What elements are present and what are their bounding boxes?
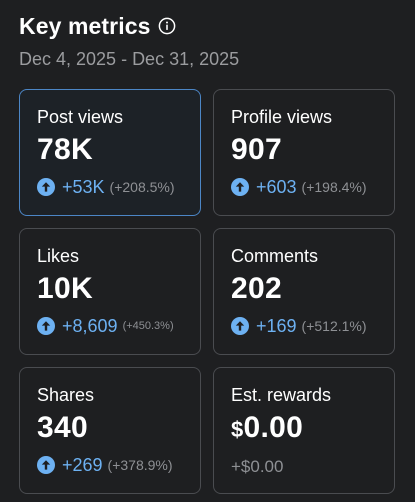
metric-delta: +$0.00	[231, 457, 284, 476]
metric-label: Shares	[37, 385, 95, 405]
metric-label: Comments	[231, 246, 319, 266]
metric-value-row: $0.00	[231, 411, 394, 447]
metric-delta: +269	[62, 454, 103, 475]
currency-symbol: $	[231, 417, 244, 442]
metric-delta: +8,609	[62, 315, 118, 336]
title-row: Key metrics	[19, 12, 415, 40]
metric-label: Profile views	[231, 107, 333, 127]
metric-value: 202	[231, 272, 282, 305]
metric-percent-change: (+378.9%)	[107, 457, 173, 473]
metric-value: 78K	[37, 133, 93, 166]
metric-value: 10K	[37, 272, 93, 305]
arrow-up-icon	[37, 178, 55, 196]
date-range: Dec 4, 2025 - Dec 31, 2025	[19, 49, 240, 69]
metric-card-est-rewards[interactable]: Est. rewards $0.00 +$0.00	[213, 367, 395, 494]
metric-card-comments[interactable]: Comments 202 +169 (+512.1%)	[213, 228, 395, 355]
info-icon[interactable]	[158, 17, 176, 35]
delta-row: +603 (+198.4%)	[231, 176, 394, 198]
delta-row: +$0.00	[231, 456, 394, 478]
metric-card-likes[interactable]: Likes 10K +8,609 (+450.3%)	[19, 228, 201, 355]
arrow-up-icon	[37, 317, 55, 335]
metric-delta: +603	[256, 176, 297, 197]
arrow-up-icon	[37, 456, 55, 474]
arrow-up-icon	[231, 178, 249, 196]
metric-percent-change: (+208.5%)	[109, 179, 175, 195]
metric-label: Post views	[37, 107, 124, 127]
delta-row: +169 (+512.1%)	[231, 315, 394, 337]
metric-card-profile-views[interactable]: Profile views 907 +603 (+198.4%)	[213, 89, 395, 216]
metric-percent-change: (+512.1%)	[301, 318, 367, 334]
metric-percent-change: (+198.4%)	[301, 179, 367, 195]
metric-value: 340	[37, 411, 88, 444]
metric-delta: +53K	[62, 176, 105, 197]
metric-card-shares[interactable]: Shares 340 +269 (+378.9%)	[19, 367, 201, 494]
delta-row: +8,609 (+450.3%)	[37, 315, 200, 337]
metric-label: Likes	[37, 246, 80, 266]
delta-row: +53K (+208.5%)	[37, 176, 200, 198]
delta-row: +269 (+378.9%)	[37, 454, 200, 476]
metric-delta: +169	[256, 315, 297, 336]
metric-value: 0.00	[243, 411, 304, 444]
metric-value: 907	[231, 133, 282, 166]
metric-label: Est. rewards	[231, 385, 332, 405]
page-title: Key metrics	[19, 12, 151, 39]
arrow-up-icon	[231, 317, 249, 335]
metric-card-post-views[interactable]: Post views 78K +53K (+208.5%)	[19, 89, 201, 216]
metrics-grid: Post views 78K +53K (+208.5%) Profile vi…	[19, 89, 395, 494]
metric-percent-change: (+450.3%)	[122, 320, 174, 332]
